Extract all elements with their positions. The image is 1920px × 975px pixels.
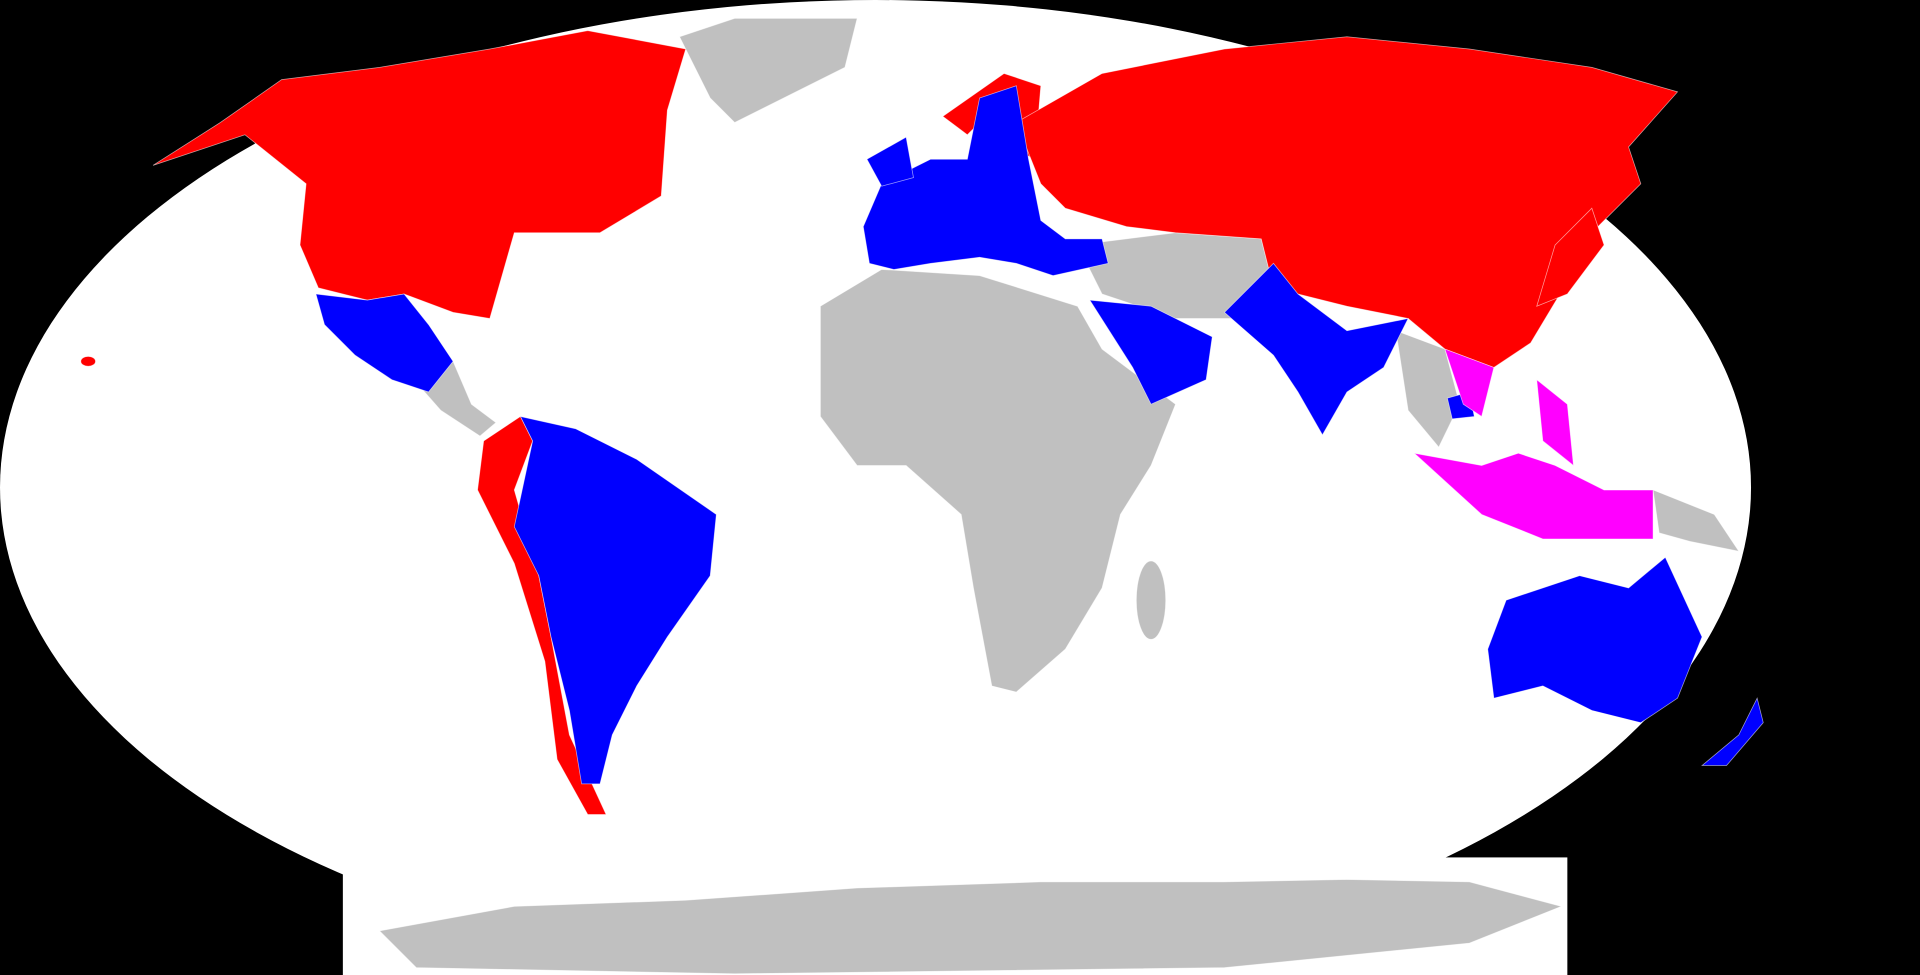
madagascar xyxy=(1135,560,1167,640)
japan xyxy=(1536,207,1605,307)
australia xyxy=(1487,556,1703,724)
russia-china xyxy=(1015,36,1679,368)
east-south-america xyxy=(513,415,717,785)
hawaii xyxy=(80,356,96,367)
papua-new-guinea xyxy=(1652,489,1740,552)
europe xyxy=(862,85,1109,276)
group-magenta xyxy=(1413,348,1654,540)
group-red xyxy=(80,30,1679,815)
south-asia xyxy=(1223,262,1409,436)
north-america-usa-canada xyxy=(152,30,687,319)
group-blue xyxy=(315,85,1764,785)
africa xyxy=(820,269,1176,693)
philippines xyxy=(1536,378,1574,467)
new-zealand xyxy=(1701,697,1764,766)
vietnam xyxy=(1444,348,1495,418)
greenland xyxy=(679,18,858,123)
group-gray xyxy=(378,18,1740,975)
antarctica xyxy=(378,879,1563,975)
uk-ireland xyxy=(866,136,914,187)
indonesia-malaysia xyxy=(1413,452,1654,540)
southeast-asia-mainland xyxy=(1395,330,1460,448)
mexico xyxy=(315,293,454,393)
saudi-gulf xyxy=(1089,299,1213,405)
